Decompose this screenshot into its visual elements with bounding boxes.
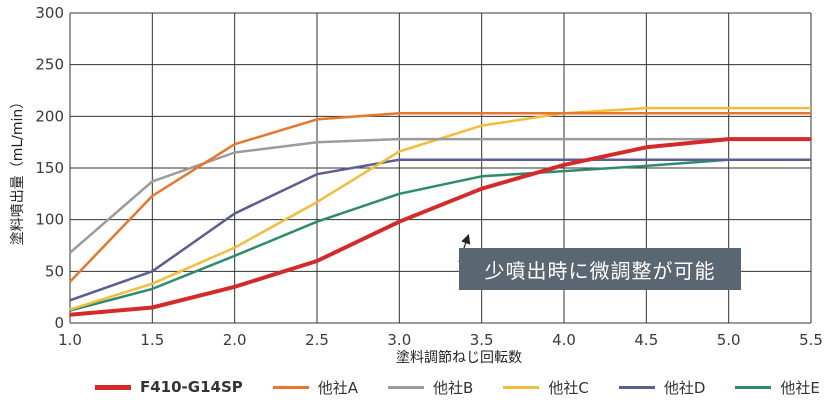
x-tick-label: 4.0 (552, 331, 576, 349)
y-tick-label: 100 (35, 211, 64, 229)
x-tick-label: 5.0 (717, 331, 741, 349)
series-line-5 (69, 158, 811, 302)
y-axis-title: 塗料噴出量（mL/min） (9, 95, 26, 246)
y-tick-label: 150 (35, 159, 64, 177)
x-tick-label: 3.5 (470, 331, 494, 349)
x-axis-title: 塗料調節ねじ回転数 (396, 349, 522, 366)
legend-item-4: 他社C (503, 377, 589, 398)
legend-item-6: 他社E (735, 377, 820, 398)
series-line-1 (69, 137, 811, 317)
legend-swatch (272, 385, 309, 389)
y-tick-label: 300 (35, 4, 64, 22)
legend-label: 他社B (433, 378, 474, 397)
legend-swatch (735, 385, 772, 389)
series-line-2 (69, 111, 811, 283)
x-tick-label: 1.5 (140, 331, 164, 349)
legend-label: 他社C (548, 378, 589, 397)
x-tick-label: 3.0 (387, 331, 411, 349)
legend-item-2: 他社A (272, 377, 359, 398)
x-tick-label: 1.0 (58, 331, 82, 349)
legend-item-3: 他社B (388, 377, 473, 398)
x-tick-label: 2.0 (223, 331, 247, 349)
series-line-3 (69, 137, 811, 254)
series-line-6 (69, 158, 811, 312)
x-tick-label: 5.5 (799, 331, 823, 349)
legend-swatch (618, 385, 655, 389)
legend-swatch (388, 385, 425, 389)
y-tick-label: 50 (45, 262, 64, 280)
legend-label: 他社D (663, 378, 706, 397)
x-tick-label: 2.5 (305, 331, 329, 349)
y-tick-label: 250 (35, 56, 64, 74)
legend-label: F410-G14SP (140, 378, 243, 396)
legend-item-1: F410-G14SP (95, 378, 243, 396)
y-tick-label: 0 (54, 314, 64, 332)
legend-label: 他社A (317, 378, 359, 397)
x-tick-label: 4.5 (634, 331, 658, 349)
annotation-callout: 少噴出時に微調整が可能 (459, 248, 741, 290)
y-tick-label: 200 (35, 107, 64, 125)
legend-swatch (95, 384, 131, 390)
legend-label: 他社E (780, 378, 820, 397)
legend-swatch (503, 385, 540, 389)
legend: F410-G14SP 他社A 他社B 他社C 他社D 他社E (95, 376, 820, 398)
legend-item-5: 他社D (618, 377, 706, 398)
